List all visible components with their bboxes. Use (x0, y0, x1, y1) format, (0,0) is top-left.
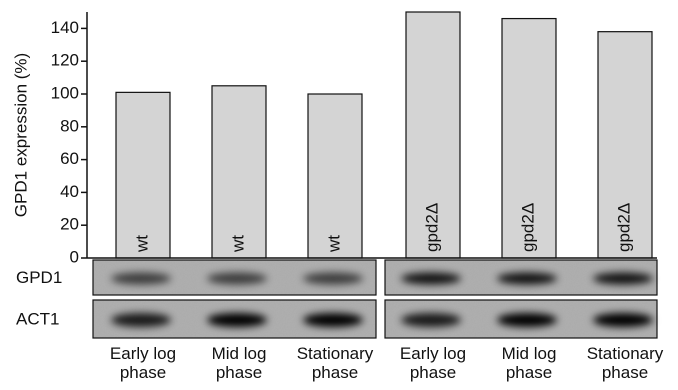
blot-band (401, 313, 461, 327)
blot-band (111, 273, 171, 285)
blot-band (593, 273, 653, 285)
y-tick-label: 0 (70, 247, 79, 266)
chart: GPD1 expression (%) 0 20 40 60 80 100 120 140 GP… (0, 0, 678, 390)
bar (116, 92, 170, 258)
blot-band (303, 273, 363, 285)
blot-band (207, 273, 267, 285)
x-tick-label: Stationary phase (579, 344, 671, 382)
blot-band (497, 313, 557, 327)
y-tick-label: 60 (60, 149, 79, 168)
y-tick-label: 120 (51, 51, 79, 70)
bar (212, 86, 266, 258)
x-tick-label: Mid log phase (193, 344, 285, 382)
bar-label: gpd2Δ (614, 203, 633, 252)
blot-band (207, 313, 267, 327)
y-tick-label: 100 (51, 83, 79, 102)
y-tick-label: 20 (60, 215, 79, 234)
y-axis-label: GPD1 expression (%) (11, 53, 30, 217)
x-tick-label: Mid log phase (483, 344, 575, 382)
blot-label: ACT1 (16, 309, 59, 328)
blot-band (111, 313, 171, 327)
figure: GPD1 expression (%) 0 20 40 60 80 100 120 140 GP… (0, 0, 678, 390)
bar-label: wt (228, 235, 247, 253)
y-tick-label: 80 (60, 116, 79, 135)
y-tick-label: 40 (60, 182, 79, 201)
blot-band (593, 313, 653, 327)
bar (308, 94, 362, 258)
x-tick-label: Early log phase (97, 344, 189, 382)
y-tick-label: 140 (51, 18, 79, 37)
blot-band (303, 313, 363, 327)
bar-label: gpd2Δ (422, 203, 441, 252)
blot-label: GPD1 (16, 268, 62, 287)
bar-label: wt (132, 235, 151, 253)
x-tick-label: Early log phase (387, 344, 479, 382)
blot-band (497, 273, 557, 285)
blot-band (401, 273, 461, 285)
bar-label: gpd2Δ (518, 203, 537, 252)
x-tick-label: Stationary phase (289, 344, 381, 382)
bar-label: wt (324, 235, 343, 253)
